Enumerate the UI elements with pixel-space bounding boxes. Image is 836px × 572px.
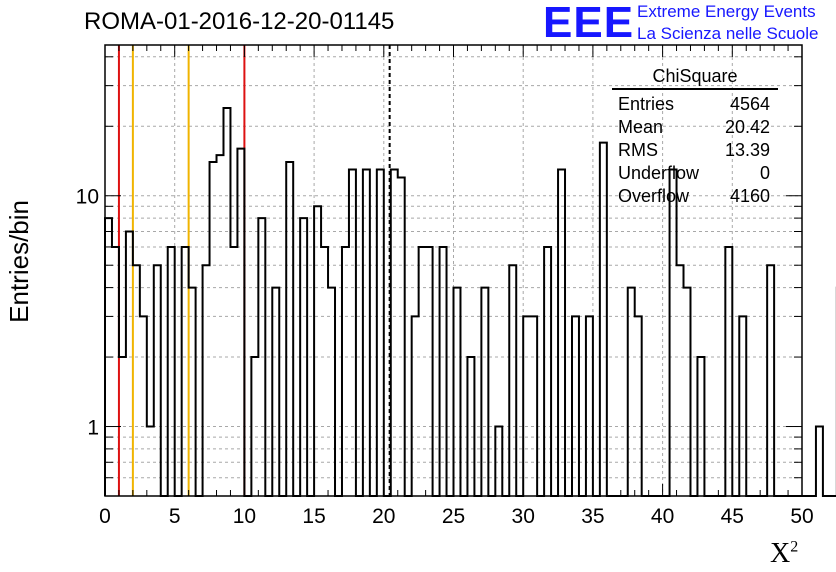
stats-value: 4564 <box>729 94 770 114</box>
stats-label: Overflow <box>618 186 690 206</box>
y-axis-label: Entries/bin <box>4 200 34 323</box>
x-tick-label: 35 <box>581 505 604 528</box>
x-tick-label: 0 <box>99 505 111 528</box>
chart-title: ROMA-01-2016-12-20-01145 <box>84 8 395 35</box>
x-tick-label: 5 <box>169 505 181 528</box>
eee-logo: EEE <box>543 0 635 47</box>
x-tick-label: 40 <box>651 505 674 528</box>
stats-label: Entries <box>618 94 675 114</box>
x-tick-label: 25 <box>442 505 465 528</box>
y-tick-label: 10 <box>76 186 99 209</box>
logo-line-1: Extreme Energy Events <box>637 2 816 21</box>
stats-row-overflow: Overflow 4160 <box>612 185 778 208</box>
stats-value: 4160 <box>729 186 770 206</box>
stats-label: RMS <box>618 140 658 160</box>
stats-title: ChiSquare <box>612 66 778 90</box>
x-tick-label: 50 <box>790 505 813 528</box>
x-axis-label: X2 <box>770 538 798 570</box>
y-tick-label: 1 <box>87 417 99 440</box>
stats-box: ChiSquare Entries 4564 Mean 20.42 RMS 13.39… <box>612 66 778 208</box>
x-axis-label-sup: 2 <box>790 538 799 556</box>
stats-row-rms: RMS 13.39 <box>612 139 778 162</box>
stats-value: 20.42 <box>724 117 770 137</box>
stats-value: 13.39 <box>724 140 770 160</box>
x-tick-label: 20 <box>372 505 395 528</box>
stats-row-mean: Mean 20.42 <box>612 116 778 139</box>
stats-row-underflow: Underflow 0 <box>612 162 778 185</box>
x-tick-label: 45 <box>721 505 744 528</box>
x-tick-label: 30 <box>512 505 535 528</box>
histogram-step-line <box>104 107 836 497</box>
marker-lines <box>117 45 391 496</box>
logo-line-2: La Scienza nelle Scuole <box>637 24 819 43</box>
stats-label: Mean <box>618 117 664 137</box>
x-tick-label: 10 <box>233 505 256 528</box>
stats-label: Underflow <box>618 163 700 183</box>
histogram-series <box>104 107 836 497</box>
stats-row-entries: Entries 4564 <box>612 93 778 116</box>
stats-value: 0 <box>759 163 770 183</box>
plot-axes: 0 5 10 15 20 25 30 35 40 45 50 1 10 <box>76 44 814 528</box>
x-axis-label-base: X <box>770 538 791 569</box>
x-tick-label: 15 <box>302 505 325 528</box>
